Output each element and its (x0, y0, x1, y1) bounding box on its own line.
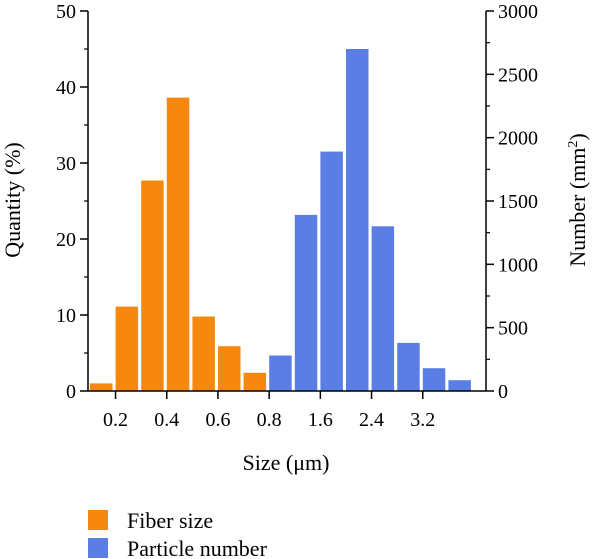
x-axis-title: Size (μm) (243, 450, 330, 475)
x-tick-label: 0.4 (154, 409, 179, 431)
x-tick-label: 2.4 (359, 409, 384, 431)
y-axis-right-title: Number (mm2) (565, 133, 590, 266)
y-left-tick-label: 40 (56, 77, 76, 99)
y-left-tick-label: 30 (56, 153, 76, 175)
y-axis-right-title-close: ) (565, 133, 590, 140)
x-tick-label: 0.6 (205, 409, 230, 431)
y-left-tick-label: 0 (66, 381, 76, 403)
y-left-tick-label: 20 (56, 229, 76, 251)
y-right-tick-label: 3000 (498, 1, 538, 23)
bar-particle-number (269, 355, 292, 391)
y-right-tick-label: 1000 (498, 254, 538, 276)
y-left-tick-label: 10 (56, 305, 76, 327)
bar-particle-number (346, 49, 369, 391)
bar-particle-number (371, 226, 395, 391)
y-axis-right-title-sup: 2 (566, 141, 581, 148)
legend-swatch-fiber-size (88, 510, 108, 530)
x-tick-label: 3.2 (410, 409, 435, 431)
bar-particle-number (320, 151, 343, 391)
y-left-tick-label: 50 (56, 1, 76, 23)
legend-swatch-particle-number (88, 538, 108, 558)
bar-fiber-size (166, 97, 190, 391)
y-axis-left-title: Quantity (%) (0, 142, 25, 257)
bar-particle-number (294, 214, 318, 391)
x-tick-label: 0.2 (103, 409, 128, 431)
legend-label-particle-number: Particle number (127, 536, 268, 559)
y-right-tick-label: 2500 (498, 64, 538, 86)
bar-particle-number (397, 342, 420, 391)
bar-fiber-size (90, 383, 113, 391)
x-tick-label: 1.6 (308, 409, 333, 431)
y-right-tick-label: 0 (498, 381, 508, 403)
bar-fiber-size (192, 316, 215, 391)
y-right-tick-label: 2000 (498, 128, 538, 150)
bar-particle-number (448, 380, 471, 391)
bar-fiber-size (141, 180, 164, 391)
bar-fiber-size (218, 346, 241, 391)
bars-group (90, 49, 471, 391)
legend-label-fiber-size: Fiber size (127, 508, 213, 533)
bar-fiber-size (115, 306, 139, 391)
y-right-tick-label: 500 (498, 318, 528, 340)
y-right-tick-label: 1500 (498, 191, 538, 213)
legend: Fiber size Particle number (88, 508, 268, 559)
y-axis-right-title-main: Number (mm (565, 148, 590, 267)
bar-particle-number (422, 368, 446, 391)
x-tick-label: 0.8 (257, 409, 282, 431)
bar-fiber-size (243, 372, 267, 391)
